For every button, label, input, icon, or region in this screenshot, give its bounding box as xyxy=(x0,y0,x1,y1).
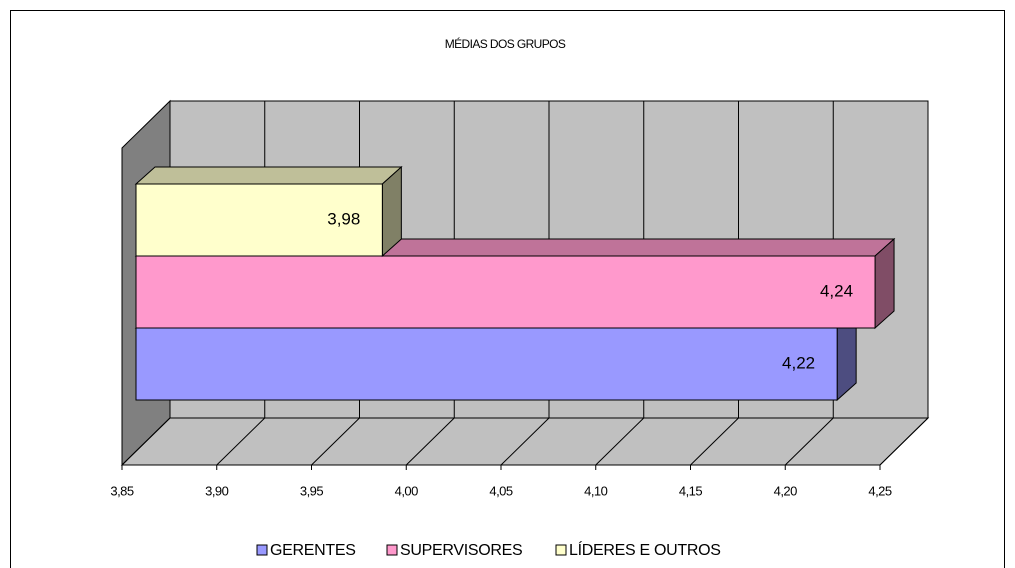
x-tick-label: 4,05 xyxy=(489,483,513,498)
chart-title: MÉDIAS DOS GRUPOS xyxy=(445,36,566,51)
legend-label: LÍDERES E OUTROS xyxy=(569,540,721,559)
x-tick-label: 4,10 xyxy=(584,483,608,498)
x-tick-label: 4,00 xyxy=(395,483,419,498)
bar xyxy=(135,183,383,257)
x-tick-label: 3,95 xyxy=(300,483,324,498)
floor-grid-line xyxy=(595,417,645,466)
bar-top xyxy=(134,166,403,185)
legend-label: SUPERVISORES xyxy=(400,542,522,559)
floor-grid-line xyxy=(216,417,266,466)
floor-grid-line xyxy=(121,417,171,466)
x-tick-label: 3,85 xyxy=(110,483,134,498)
bar xyxy=(135,327,838,401)
floor-grid-line xyxy=(405,417,455,466)
floor-grid-line xyxy=(784,417,834,466)
x-tick-label: 4,20 xyxy=(774,483,798,498)
x-tick-label: 4,15 xyxy=(679,483,703,498)
x-tick-label: 3,90 xyxy=(205,483,229,498)
floor-grid-line xyxy=(690,417,739,466)
floor-grid-line xyxy=(879,417,929,466)
value-label: 3,98 xyxy=(327,209,360,228)
value-label: 4,24 xyxy=(820,281,853,300)
legend-label: GERENTES xyxy=(270,542,356,559)
value-label: 4,22 xyxy=(782,353,815,372)
legend-swatch xyxy=(256,544,268,556)
bar xyxy=(135,255,876,329)
floor-grid-line xyxy=(311,417,360,466)
floor-grid-line xyxy=(500,417,550,466)
x-tick-label: 4,25 xyxy=(868,483,892,498)
legend-swatch xyxy=(555,544,567,556)
legend-swatch xyxy=(386,544,398,556)
